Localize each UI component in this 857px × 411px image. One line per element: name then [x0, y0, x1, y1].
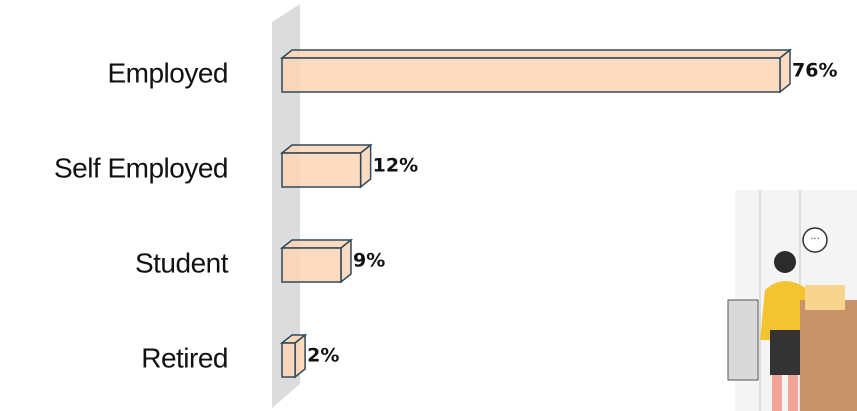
category-label: Student [135, 247, 229, 278]
bar-top [279, 239, 354, 249]
bar [279, 143, 373, 189]
bar-side [779, 48, 791, 94]
bar-side [359, 143, 372, 189]
bar-side [340, 238, 352, 284]
svg-text:···: ··· [810, 234, 820, 245]
bar-side [294, 333, 306, 379]
bar-front [281, 57, 781, 93]
bar-front [281, 152, 362, 188]
illustration: ··· [727, 190, 857, 411]
bar-front [281, 342, 296, 378]
value-label: 9% [353, 250, 385, 272]
value-label: 2% [307, 345, 339, 367]
back-wall [272, 4, 300, 408]
bar-front [281, 247, 342, 283]
category-label: Self Employed [54, 152, 228, 183]
bar [279, 48, 793, 94]
bar [279, 238, 354, 284]
value-label: 12% [373, 155, 418, 177]
category-label: Retired [141, 342, 228, 373]
category-label: Employed [107, 57, 228, 88]
bar-top [279, 49, 793, 59]
value-label: 76% [792, 60, 837, 82]
bar-top [279, 144, 373, 154]
bar [279, 333, 308, 379]
